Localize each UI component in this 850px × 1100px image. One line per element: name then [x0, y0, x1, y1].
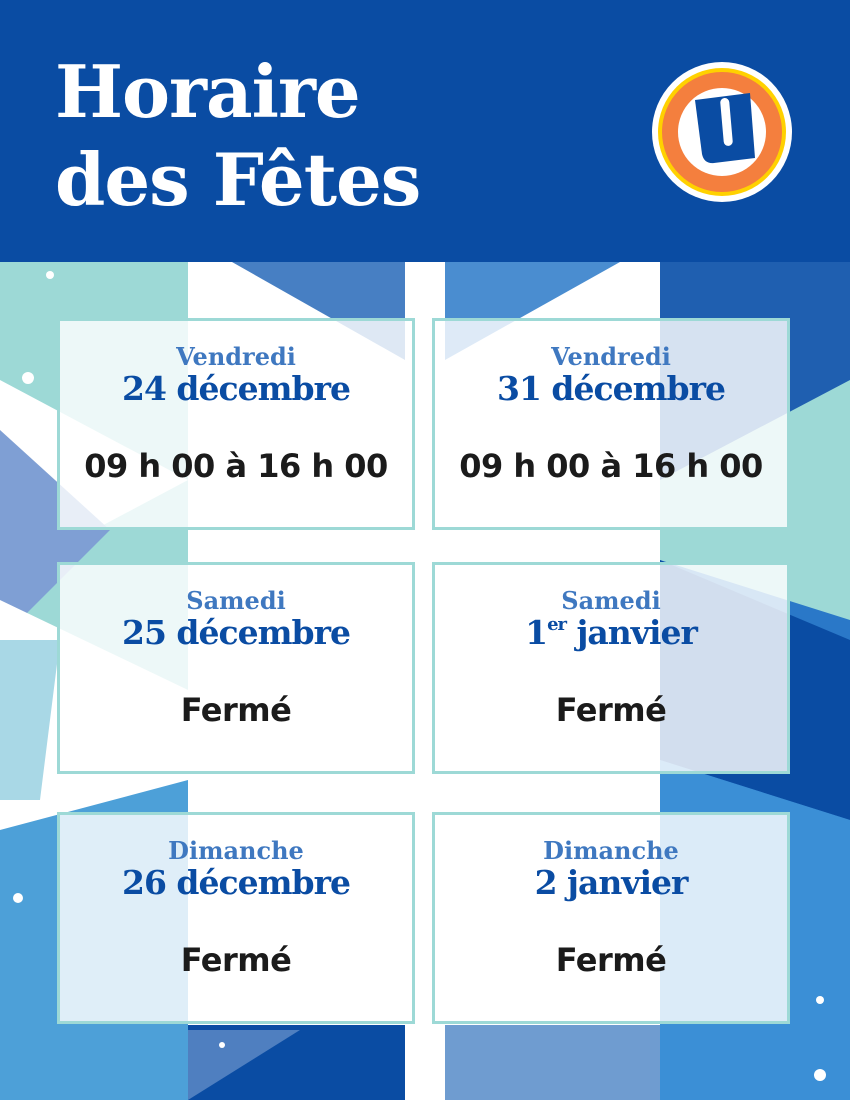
schedule-card: Vendredi 24 décembre 09 h 00 à 16 h 00	[57, 318, 415, 530]
page-title: Horaire des Fêtes	[55, 48, 421, 224]
date-label: 2 janvier	[534, 863, 689, 902]
title-line-1: Horaire	[55, 49, 361, 134]
hours-label: Fermé	[180, 941, 292, 979]
date-number: 1	[525, 613, 548, 652]
date-ordinal: er	[547, 614, 567, 635]
date-label: 24 décembre	[122, 369, 351, 408]
date-label: 1er janvier	[435, 615, 787, 651]
hours-label: 09 h 00 à 16 h 00	[84, 447, 388, 485]
day-label: Samedi	[186, 586, 286, 615]
day-label: Dimanche	[543, 836, 679, 865]
date-label: 26 décembre	[122, 863, 351, 902]
day-label: Vendredi	[176, 342, 296, 371]
schedule-card: Samedi 25 décembre Fermé	[57, 562, 415, 774]
hours-label: Fermé	[555, 691, 667, 729]
hours-label: Fermé	[180, 691, 292, 729]
date-month: janvier	[566, 613, 697, 652]
date-label: 25 décembre	[122, 613, 351, 652]
hours-label: 09 h 00 à 16 h 00	[459, 447, 763, 485]
schedule-card: Vendredi 31 décembre 09 h 00 à 16 h 00	[432, 318, 790, 530]
day-label: Samedi	[561, 586, 661, 615]
date-label: 31 décembre	[497, 369, 726, 408]
schedule-card: Dimanche 26 décembre Fermé	[57, 812, 415, 1024]
hours-label: Fermé	[555, 941, 667, 979]
day-label: Dimanche	[168, 836, 304, 865]
schedule-card: Dimanche 2 janvier Fermé	[432, 812, 790, 1024]
schedule-card: Samedi 1er janvier Fermé	[432, 562, 790, 774]
u-logo-icon	[652, 62, 792, 202]
title-line-2: des Fêtes	[55, 137, 421, 222]
header-banner: Horaire des Fêtes	[0, 0, 850, 262]
day-label: Vendredi	[551, 342, 671, 371]
